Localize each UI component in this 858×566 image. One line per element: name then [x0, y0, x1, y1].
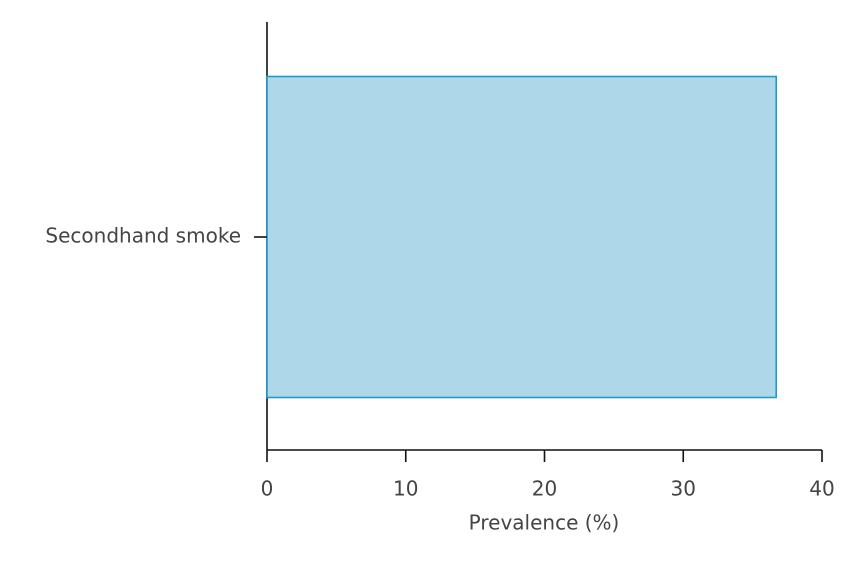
- x-axis-label: Prevalence (%): [469, 511, 620, 535]
- x-tick-label: 30: [671, 477, 696, 501]
- x-tick-label: 10: [393, 477, 418, 501]
- x-tick-label: 20: [532, 477, 557, 501]
- bar: [266, 75, 778, 399]
- x-tick-label: 40: [809, 477, 834, 501]
- y-tick-label: Secondhand smoke: [45, 224, 241, 248]
- x-tick-label: 0: [261, 477, 274, 501]
